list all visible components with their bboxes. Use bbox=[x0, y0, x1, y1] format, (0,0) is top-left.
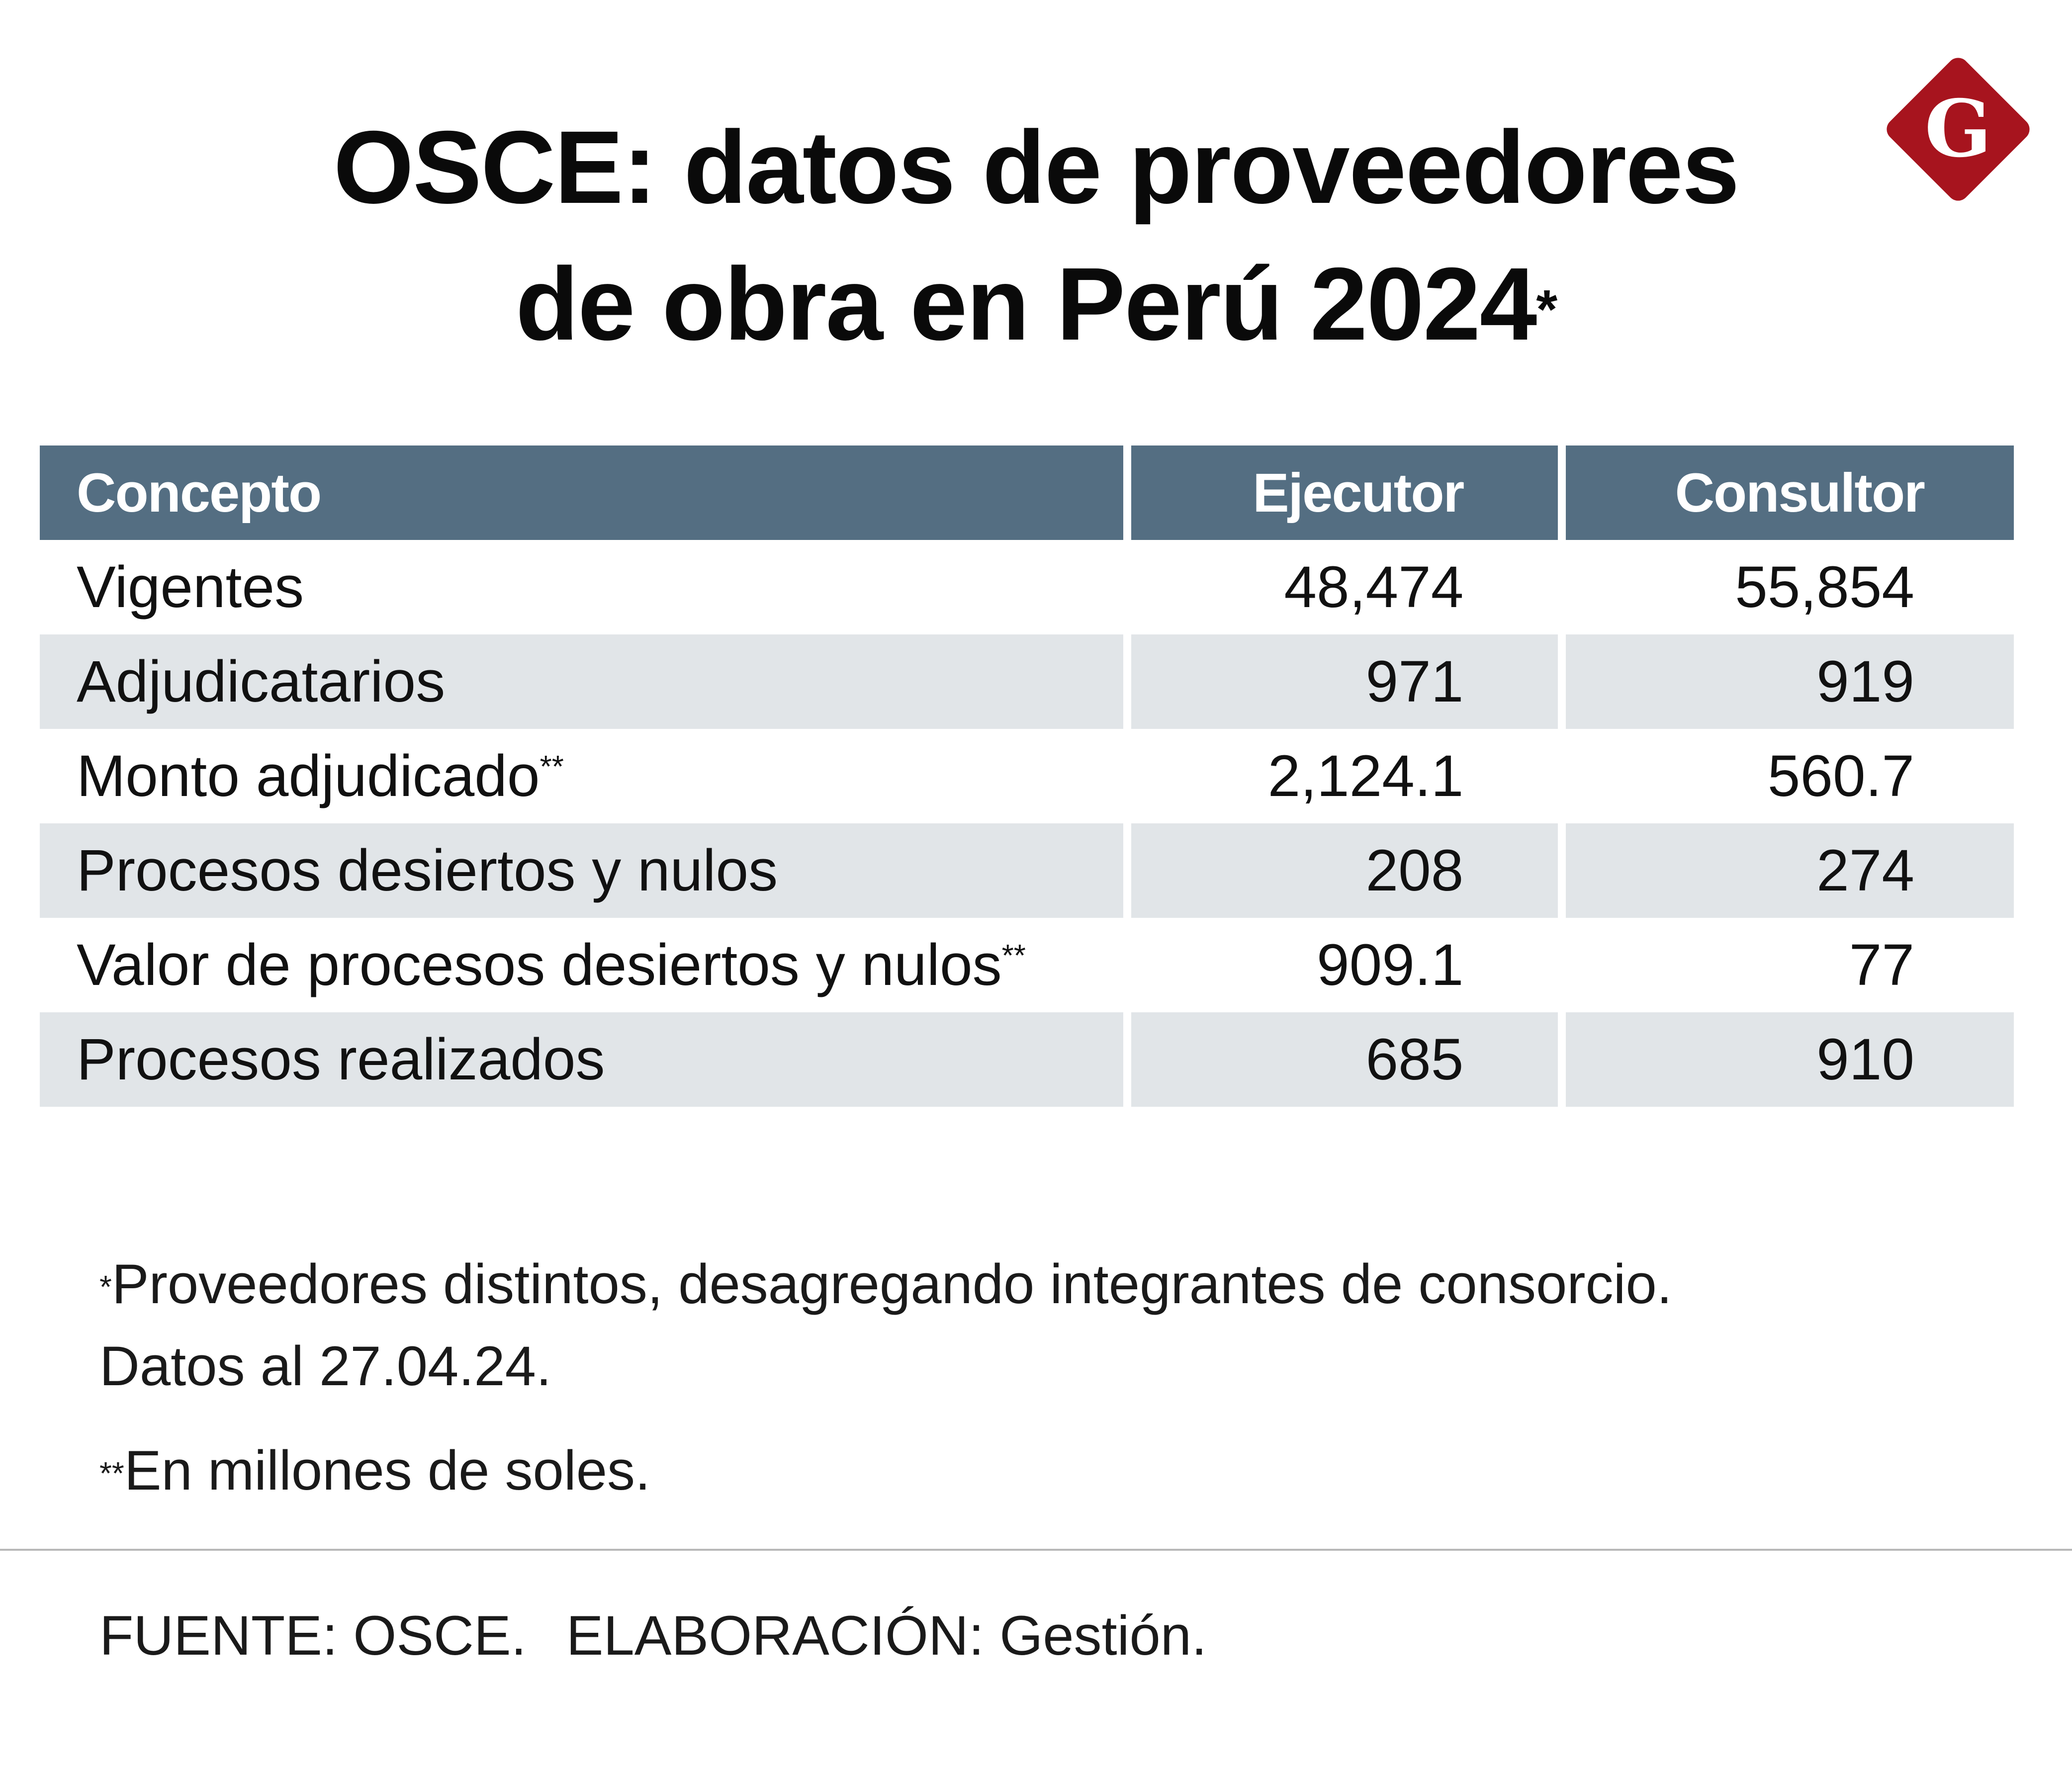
table-row: Procesos realizados 685 910 bbox=[40, 1012, 2014, 1107]
col-header-concepto: Concepto bbox=[40, 445, 1124, 540]
chart-title: OSCE: datos de proveedores de obra en Pe… bbox=[0, 99, 2072, 373]
row-label-cell: Vigentes bbox=[40, 540, 1123, 634]
ejecutor-value: 2,124.1 bbox=[1267, 743, 1464, 809]
logo-diamond bbox=[1887, 58, 2030, 201]
row-footnote-marker: ** bbox=[1001, 939, 1026, 973]
row-label-cell: Procesos desiertos y nulos bbox=[40, 823, 1124, 918]
row-label-cell: Valor de procesos desiertos y nulos** bbox=[40, 918, 1123, 1012]
consultor-value: 560.7 bbox=[1767, 743, 1914, 809]
source-elaboracion: ELABORACIÓN: Gestión. bbox=[566, 1604, 1207, 1667]
footnote-1: *Proveedores distintos, desagregando int… bbox=[99, 1243, 1672, 1325]
ejecutor-value: 971 bbox=[1131, 634, 1558, 729]
table-row: Adjudicatarios 971 919 bbox=[40, 634, 2014, 729]
footnote-2: **En millones de soles. bbox=[99, 1429, 1672, 1511]
ejecutor-value: 909.1 bbox=[1317, 932, 1464, 998]
row-label: Valor de procesos desiertos y nulos bbox=[77, 932, 1002, 998]
consultor-value: 77 bbox=[1849, 932, 1914, 998]
consultor-value: 910 bbox=[1566, 1012, 2014, 1107]
ejecutor-value: 48,474 bbox=[1284, 554, 1464, 620]
source-fuente: FUENTE: OSCE. bbox=[99, 1604, 527, 1667]
gestion-logo-icon: G bbox=[1887, 58, 2030, 201]
row-label: Monto adjudicado bbox=[77, 743, 540, 809]
source-line: FUENTE: OSCE. ELABORACIÓN: Gestión. bbox=[99, 1598, 1207, 1673]
ejecutor-value: 208 bbox=[1131, 823, 1558, 918]
title-asterisk: * bbox=[1536, 279, 1557, 340]
title-line-1: OSCE: datos de proveedores bbox=[333, 110, 1739, 225]
footnotes: *Proveedores distintos, desagregando int… bbox=[99, 1243, 1672, 1511]
footnote-1-line-2: Datos al 27.04.24. bbox=[99, 1335, 552, 1397]
ejecutor-value: 685 bbox=[1131, 1012, 1558, 1107]
col-header-consultor: Consultor bbox=[1566, 445, 2014, 540]
table-row: Monto adjudicado** 2,124.1 560.7 bbox=[40, 729, 2014, 823]
footnote-1-text: Proveedores distintos, desagregando inte… bbox=[111, 1253, 1672, 1315]
row-label: Adjudicatarios bbox=[77, 649, 446, 714]
row-label: Procesos desiertos y nulos bbox=[77, 838, 778, 903]
table-row: Vigentes 48,474 55,854 bbox=[40, 540, 2014, 634]
row-label-cell: Procesos realizados bbox=[40, 1012, 1124, 1107]
data-table: Concepto Ejecutor Consultor Vigentes 48,… bbox=[32, 445, 2022, 1107]
table-row: Valor de procesos desiertos y nulos** 90… bbox=[40, 918, 2014, 1012]
logo-letter: G bbox=[1925, 83, 1992, 175]
row-label: Procesos realizados bbox=[77, 1027, 605, 1092]
table-row: Procesos desiertos y nulos 208 274 bbox=[40, 823, 2014, 918]
row-label-cell: Monto adjudicado** bbox=[40, 729, 1123, 823]
divider bbox=[0, 1549, 2072, 1551]
footnote-2-text: En millones de soles. bbox=[124, 1439, 651, 1502]
title-line-2-text: de obra en Perú 2024 bbox=[515, 247, 1537, 362]
row-footnote-marker: ** bbox=[540, 750, 564, 784]
footnote-2-marker: ** bbox=[99, 1455, 124, 1491]
table-header-row: Concepto Ejecutor Consultor bbox=[40, 445, 2014, 540]
footnote-1-marker: * bbox=[99, 1269, 112, 1305]
consultor-value: 274 bbox=[1566, 823, 2014, 918]
row-label-cell: Adjudicatarios bbox=[40, 634, 1124, 729]
title-line-2: de obra en Perú 2024* bbox=[0, 236, 2072, 373]
consultor-value: 919 bbox=[1566, 634, 2014, 729]
consultor-value: 55,854 bbox=[1735, 554, 1914, 620]
col-header-ejecutor: Ejecutor bbox=[1131, 445, 1558, 540]
row-label: Vigentes bbox=[77, 554, 304, 620]
